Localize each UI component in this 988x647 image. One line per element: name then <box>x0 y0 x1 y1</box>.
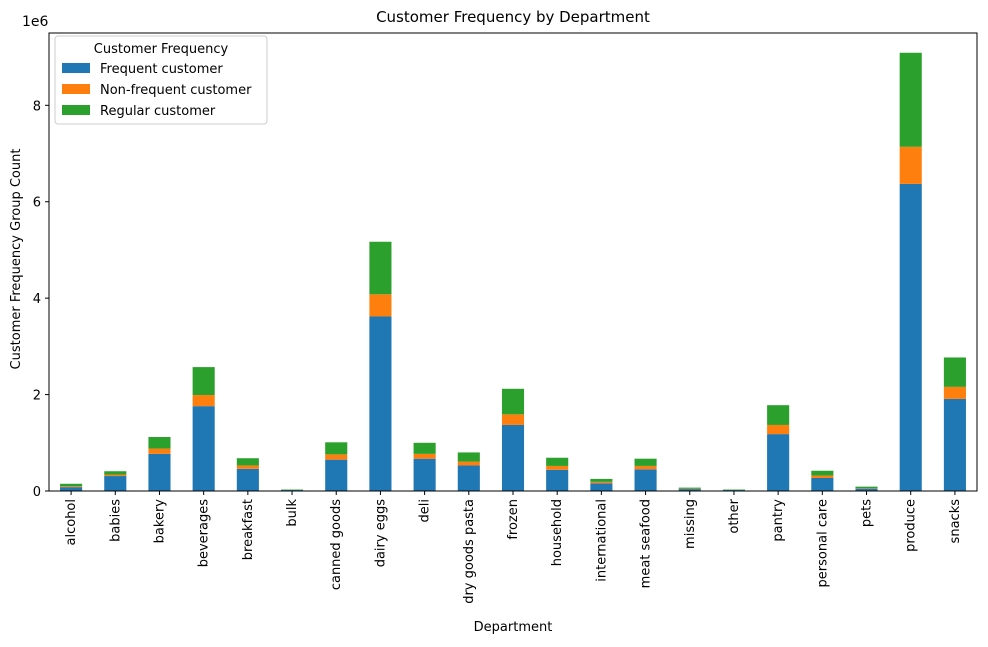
legend: Customer Frequency Frequent customer Non-… <box>55 36 267 124</box>
x-tick-label: pantry <box>771 499 786 542</box>
bar-non-frequent <box>414 454 436 459</box>
bar-non-frequent <box>811 476 833 478</box>
legend-swatch <box>62 105 90 115</box>
bar-regular <box>458 452 480 461</box>
bar-regular <box>193 367 215 395</box>
bar-non-frequent <box>458 462 480 466</box>
bar-frequent <box>148 454 170 491</box>
bar-regular <box>944 357 966 386</box>
bar-frequent <box>944 399 966 491</box>
bar-regular <box>502 389 524 415</box>
bar-regular <box>148 437 170 449</box>
y-tick-label: 6 <box>33 196 41 211</box>
x-tick-label: babies <box>108 499 123 542</box>
x-tick-label: alcohol <box>64 499 79 545</box>
x-tick-label: missing <box>683 499 698 549</box>
y-tick-label: 0 <box>33 485 41 500</box>
x-tick-label: international <box>594 499 609 582</box>
y-axis-label: Customer Frequency Group Count <box>9 149 24 370</box>
bar-non-frequent <box>944 387 966 399</box>
chart-title: Customer Frequency by Department <box>376 8 650 26</box>
bar-frequent <box>237 469 259 491</box>
legend-label: Non-frequent customer <box>100 83 252 98</box>
bar-non-frequent <box>60 486 82 487</box>
bar-regular <box>237 458 259 465</box>
bar-non-frequent <box>325 454 347 459</box>
bar-frequent <box>104 476 126 491</box>
legend-label: Frequent customer <box>100 62 223 77</box>
bar-frequent <box>458 465 480 491</box>
x-tick-label: beverages <box>197 499 212 568</box>
bar-frequent <box>546 470 568 491</box>
bar-frequent <box>193 406 215 491</box>
bar-frequent <box>767 434 789 491</box>
x-tick-label: canned goods <box>329 499 344 590</box>
bar-frequent <box>590 483 612 491</box>
bar-non-frequent <box>900 147 922 184</box>
bar-regular <box>635 459 657 466</box>
legend-title: Customer Frequency <box>94 42 229 57</box>
x-tick-label: dry goods pasta <box>462 499 477 604</box>
x-tick-label: personal care <box>815 499 830 587</box>
y-axis-offset-label: 1e6 <box>22 14 49 30</box>
x-tick-label: bakery <box>152 499 167 544</box>
legend-label: Regular customer <box>100 104 216 119</box>
x-tick-label: meat seafood <box>639 499 654 588</box>
x-tick-label: dairy eggs <box>373 499 388 568</box>
bar-non-frequent <box>502 414 524 425</box>
bar-regular <box>414 443 436 454</box>
x-tick-label: breakfast <box>241 499 256 560</box>
bar-regular <box>546 458 568 466</box>
y-tick-label: 8 <box>33 99 41 114</box>
x-tick-label: household <box>550 499 565 566</box>
bar-regular <box>855 487 877 488</box>
x-tick-label: bulk <box>285 499 300 527</box>
x-tick-label: snacks <box>948 499 963 544</box>
bar-frequent <box>369 316 391 491</box>
bar-frequent <box>811 478 833 491</box>
y-tick-label: 4 <box>33 292 41 307</box>
bar-non-frequent <box>635 466 657 469</box>
bar-non-frequent <box>237 465 259 468</box>
bar-frequent <box>325 460 347 491</box>
bar-regular <box>679 488 701 489</box>
x-tick-label: deli <box>418 499 433 522</box>
x-tick-label: pets <box>860 499 875 527</box>
x-tick-label: frozen <box>506 499 521 540</box>
x-axis-label: Department <box>474 620 553 635</box>
bar-non-frequent <box>767 425 789 434</box>
bar-frequent <box>60 487 82 491</box>
bar-non-frequent <box>104 475 126 476</box>
bar-non-frequent <box>590 482 612 483</box>
bar-non-frequent <box>369 294 391 316</box>
bar-frequent <box>502 425 524 491</box>
bar-regular <box>767 405 789 425</box>
bar-frequent <box>414 459 436 491</box>
x-tick-label: produce <box>904 499 919 552</box>
y-tick-label: 2 <box>33 389 41 404</box>
bar-regular <box>811 471 833 476</box>
bar-regular <box>900 53 922 147</box>
bar-regular <box>369 242 391 295</box>
bar-non-frequent <box>148 449 170 454</box>
bar-regular <box>590 479 612 482</box>
bar-frequent <box>635 469 657 491</box>
bar-regular <box>325 442 347 454</box>
x-tick-label: other <box>727 498 742 533</box>
bar-regular <box>60 484 82 486</box>
bar-non-frequent <box>546 466 568 470</box>
legend-swatch <box>62 84 90 94</box>
bar-regular <box>104 471 126 474</box>
legend-swatch <box>62 63 90 73</box>
bar-frequent <box>900 184 922 491</box>
bar-non-frequent <box>193 395 215 406</box>
